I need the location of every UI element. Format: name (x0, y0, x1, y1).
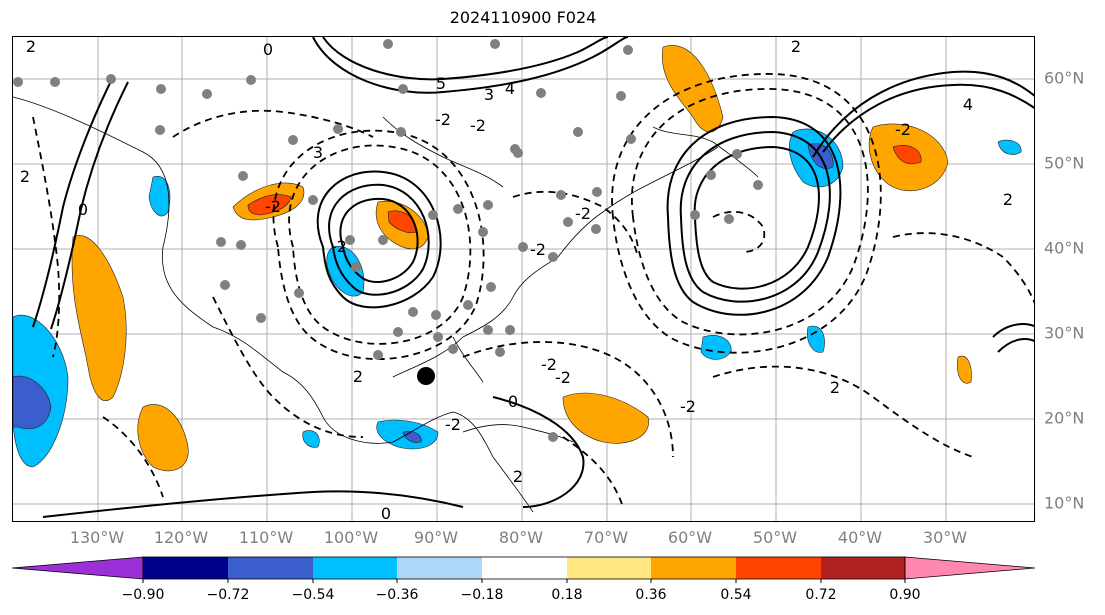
contour-label: 2 (830, 378, 840, 397)
colorbar-segment (651, 557, 736, 579)
contour-label: 2 (20, 167, 30, 186)
colorbar-segment (228, 557, 313, 579)
lon-tick-label: 100°W (323, 528, 379, 547)
contour-label: -2 (331, 237, 347, 256)
anomaly-negative (700, 335, 732, 360)
colorbar-segment (821, 557, 905, 579)
contour-label: -2 (435, 110, 451, 129)
colorbar-segment (397, 557, 482, 579)
colorbar-segment (313, 557, 397, 579)
contour-label: -2 (265, 197, 281, 216)
lon-tick-label: 30°W (922, 528, 968, 547)
contour-label: 0 (78, 200, 88, 219)
lat-tick-label: 50°N (1044, 153, 1085, 173)
colorbar-tick-label: −0.72 (206, 587, 250, 603)
colorbar-tick-label: −0.18 (460, 587, 504, 603)
station-markers (13, 39, 763, 442)
anomaly-negative (302, 430, 320, 448)
contours-dashed (32, 73, 1034, 508)
contour-label: -2 (555, 368, 571, 387)
lon-tick-label: 50°W (752, 528, 798, 547)
colorbar-tick-label: −0.54 (291, 587, 335, 603)
lon-tick-label: 90°W (413, 528, 459, 547)
contour-labels: 2 0 5 3 4 2 -2 -2 2 3 -2 -2 -2 0 -2 2 -2… (20, 37, 1013, 522)
contour-label: 2 (513, 467, 523, 486)
lat-tick-label: 60°N (1044, 68, 1085, 88)
anomaly-strong-positive (247, 194, 292, 216)
colorbar-tick-label: 0.54 (720, 587, 752, 603)
contour-label: -2 (445, 415, 461, 434)
contour-label: 2 (26, 37, 36, 56)
lat-tick-label: 40°N (1044, 238, 1085, 258)
anomaly-negative (997, 139, 1022, 155)
map-canvas: 2 0 5 3 4 2 -2 -2 2 3 -2 -2 -2 0 -2 2 -2… (13, 37, 1034, 522)
contour-label: -2 (470, 116, 486, 135)
contour-label: 3 (484, 85, 494, 104)
anomaly-positive (661, 45, 724, 133)
storm-center-marker (417, 367, 435, 385)
contour-label: -2 (541, 355, 557, 374)
colorbar (11, 556, 1036, 583)
colorbar-tick-label: 0.18 (551, 587, 583, 603)
map-panel: 2 0 5 3 4 2 -2 -2 2 3 -2 -2 -2 0 -2 2 -2… (12, 36, 1035, 522)
colorbar-extend-low (11, 556, 144, 580)
contour-label: 4 (505, 79, 515, 98)
anomaly-strong-negative (13, 375, 52, 430)
anomaly-positive (957, 355, 972, 384)
lon-tick-label: 80°W (498, 528, 544, 547)
lon-tick-label: 60°W (667, 528, 713, 547)
contour-label: -2 (895, 120, 911, 139)
colorbar-tick-label: 0.72 (805, 587, 837, 603)
lat-tick-label: 10°N (1044, 493, 1085, 513)
lat-tick-label: 20°N (1044, 408, 1085, 428)
colorbar-tick-label: 0.36 (635, 587, 667, 603)
contour-label: 2 (353, 367, 363, 386)
anomaly-positive (137, 404, 189, 472)
lon-tick-label: 70°W (583, 528, 629, 547)
colorbar-segment (482, 557, 567, 579)
colorbar-extend-high (904, 556, 1036, 580)
colorbar-outline (142, 556, 906, 580)
contour-label: 4 (963, 95, 973, 114)
contour-label: 5 (436, 74, 446, 93)
anomaly-strong-positive (892, 145, 922, 165)
contours-solid (32, 37, 1034, 518)
contour-label: 2 (1003, 190, 1013, 209)
chart-title: 2024110900 F024 (449, 8, 597, 27)
coastlines (13, 96, 759, 513)
contour-label: 0 (381, 504, 391, 522)
anomaly-positive (71, 235, 127, 402)
contour-label: 3 (313, 143, 323, 162)
anomaly-negative (148, 175, 171, 217)
colorbar-tick-label: −0.36 (375, 587, 419, 603)
lat-tick-label: 30°N (1044, 323, 1085, 343)
contour-label: 2 (791, 37, 801, 56)
contour-label: -2 (530, 240, 546, 259)
contour-label: -2 (680, 397, 696, 416)
colorbar-tick-label: −0.90 (121, 587, 165, 603)
colorbar-segment (567, 557, 651, 579)
lon-tick-label: 40°W (837, 528, 883, 547)
contour-label: 0 (263, 40, 273, 59)
colorbar-segment (736, 557, 821, 579)
lon-tick-label: 120°W (153, 528, 209, 547)
lon-tick-label: 110°W (238, 528, 294, 547)
anomaly-positive (562, 392, 649, 444)
colorbar-tick-label: 0.90 (889, 587, 921, 603)
colorbar-segments (11, 556, 1036, 583)
contour-label: 0 (508, 392, 518, 411)
colorbar-segment (143, 557, 228, 579)
shaded-anomalies (13, 45, 1022, 472)
contour-label: -2 (575, 204, 591, 223)
lon-tick-label: 130°W (69, 528, 125, 547)
anomaly-negative (807, 325, 825, 353)
